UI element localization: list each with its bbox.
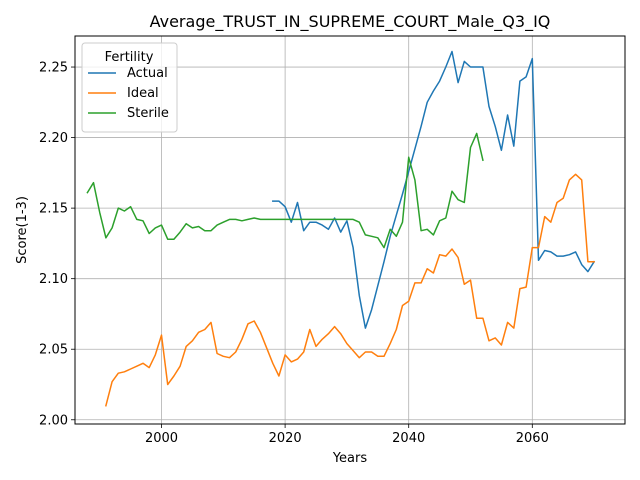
series-line-actual bbox=[272, 50, 596, 329]
legend: Fertility Actual Ideal Sterile bbox=[81, 42, 178, 133]
x-tick-label: 2060 bbox=[516, 431, 549, 446]
x-tick-label: 2040 bbox=[392, 431, 425, 446]
series-line-ideal bbox=[104, 173, 595, 407]
y-axis-label: Score(1-3) bbox=[15, 196, 30, 264]
y-tick-label: 2.00 bbox=[39, 413, 68, 428]
legend-box bbox=[81, 42, 178, 133]
legend-label-sterile: Sterile bbox=[127, 106, 169, 121]
x-tick-label: 2000 bbox=[145, 431, 178, 446]
y-tick-label: 2.20 bbox=[39, 131, 68, 146]
grid-lines bbox=[75, 36, 625, 424]
series-lines bbox=[86, 50, 596, 407]
axis-ticks: 2000 2020 2040 2060 2.00 2.05 2.10 2.15 2.20 2.25 bbox=[39, 61, 549, 446]
series-line-sterile bbox=[86, 132, 484, 249]
chart-title: Average_TRUST_IN_SUPREME_COURT_Male_Q3_I… bbox=[150, 12, 551, 32]
legend-title: Fertility bbox=[105, 50, 154, 65]
y-tick-label: 2.10 bbox=[39, 272, 68, 287]
y-tick-label: 2.25 bbox=[39, 61, 68, 76]
legend-label-ideal: Ideal bbox=[127, 86, 159, 101]
y-tick-label: 2.05 bbox=[39, 343, 68, 358]
x-axis-label: Years bbox=[332, 451, 368, 466]
x-tick-label: 2020 bbox=[269, 431, 302, 446]
y-tick-label: 2.15 bbox=[39, 202, 68, 217]
plot-area-frame bbox=[74, 35, 626, 425]
legend-label-actual: Actual bbox=[127, 66, 168, 81]
